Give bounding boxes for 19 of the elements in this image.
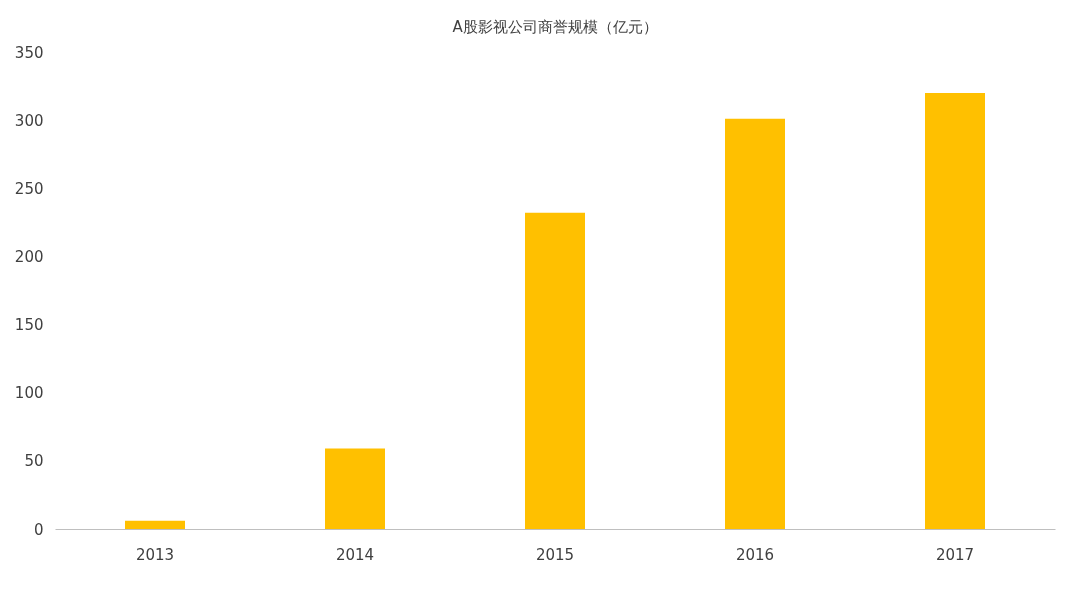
y-tick-label: 50	[24, 452, 44, 471]
bar	[925, 92, 985, 529]
x-tick-label: 2017	[935, 545, 975, 564]
bar	[525, 212, 585, 529]
y-tick-label: 0	[33, 520, 44, 539]
x-tick-label: 2016	[735, 545, 775, 564]
x-tick-label: 2014	[335, 545, 375, 564]
y-tick-label: 200	[14, 247, 44, 266]
y-tick-label: 100	[14, 384, 44, 403]
bar	[325, 448, 385, 529]
chart-title: A股影视公司商誉规模（亿元）	[452, 18, 658, 36]
bar	[725, 118, 785, 529]
x-tick-label: 2013	[135, 545, 175, 564]
x-tick-label: 2015	[535, 545, 575, 564]
bar	[125, 520, 185, 529]
y-tick-label: 250	[14, 179, 44, 198]
y-tick-label: 300	[14, 111, 44, 130]
y-tick-label: 350	[14, 43, 44, 62]
y-tick-label: 150	[14, 316, 44, 335]
